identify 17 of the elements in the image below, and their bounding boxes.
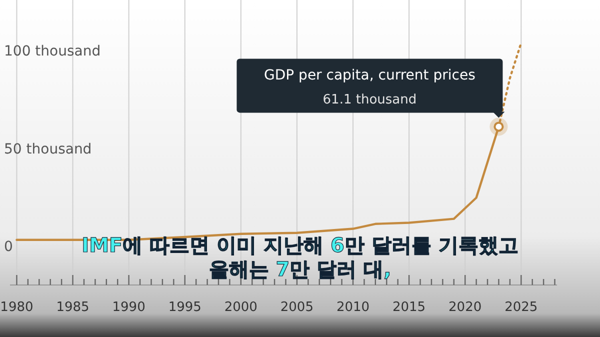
x-tick-label: 1980 xyxy=(0,300,34,315)
x-tick-label: 2010 xyxy=(336,300,370,315)
x-tick-label: 2015 xyxy=(392,300,426,315)
annotation: GDP per capita, current prices xyxy=(264,68,476,84)
x-tick-label: 1995 xyxy=(168,300,202,315)
x-tick-label: 2025 xyxy=(504,300,538,315)
annotation: IMF에 따르면 이미 지난해 6만 달러를 기록했고 xyxy=(82,233,518,257)
x-tick-label: 2020 xyxy=(448,300,482,315)
annotation: 올해는 7만 달러 대, xyxy=(208,257,392,281)
y-tick-label: 50 thousand xyxy=(4,141,92,158)
annotation: 61.1 thousand xyxy=(322,92,417,108)
y-tick-label: 0 xyxy=(4,238,13,255)
x-tick-label: 2000 xyxy=(224,300,258,315)
x-tick-label: 2005 xyxy=(280,300,314,315)
x-tick-label: 1985 xyxy=(56,300,90,315)
y-tick-label: 100 thousand xyxy=(4,44,101,60)
x-tick-label: 1990 xyxy=(112,300,146,315)
